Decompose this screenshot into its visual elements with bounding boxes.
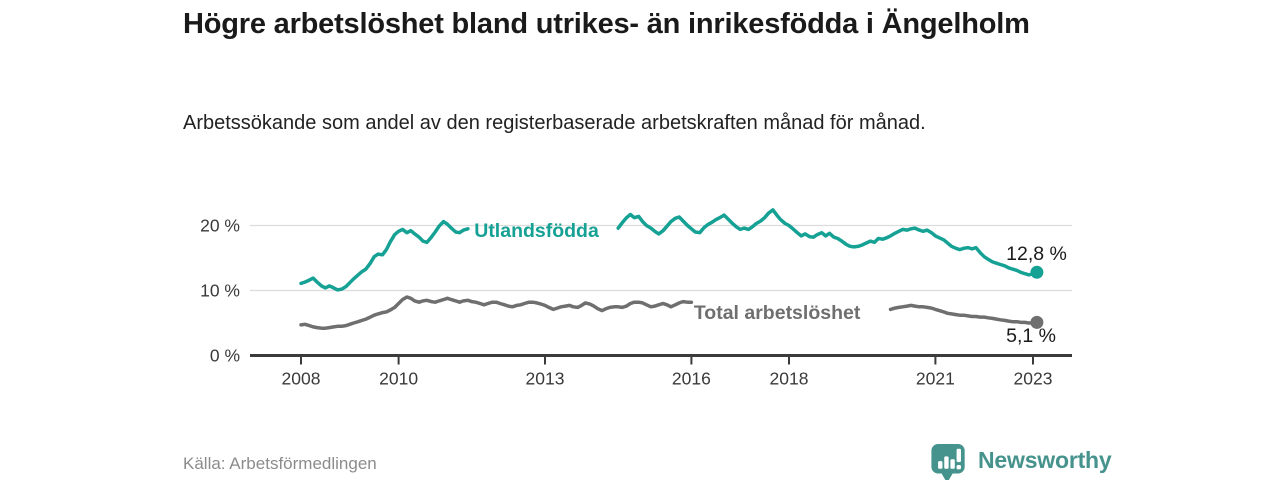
- series-line-total-arbetsl-shet-1: [888, 303, 1039, 325]
- x-tick-label: 2018: [770, 369, 809, 389]
- x-tick-label: 2023: [1014, 369, 1053, 389]
- x-tick-label: 2016: [672, 369, 711, 389]
- y-tick-label: 10 %: [200, 281, 240, 301]
- series-inline-label-utlandsf-dda: Utlandsfödda: [474, 220, 599, 242]
- series-end-value-utlandsf-dda: 12,8 %: [1006, 243, 1067, 265]
- series-line-total-arbetsl-shet-0: [299, 295, 694, 330]
- x-tick-label: 2008: [282, 369, 321, 389]
- x-tick-label: 2010: [379, 369, 418, 389]
- series-end-value-total-arbetsl-shet: 5,1 %: [1006, 325, 1056, 347]
- newsworthy-logo-icon: [931, 444, 965, 480]
- series-inline-label-total-arbetsl-shet: Total arbetslöshet: [694, 302, 861, 324]
- source-note: Källa: Arbetsförmedlingen: [183, 454, 377, 473]
- y-tick-label: 20 %: [200, 216, 240, 236]
- brand-wordmark: Newsworthy: [978, 447, 1112, 473]
- series-line-utlandsf-dda-1: [616, 208, 1039, 277]
- y-tick-label: 0 %: [210, 346, 240, 366]
- series-line-utlandsf-dda-0: [299, 219, 470, 292]
- series-end-dot-total-arbetsl-shet: [1030, 315, 1044, 329]
- x-tick-label: 2021: [916, 369, 955, 389]
- page-title: Högre arbetslöshet bland utrikes- än inr…: [183, 8, 1030, 40]
- x-tick-label: 2013: [526, 369, 565, 389]
- page-subtitle: Arbetssökande som andel av den registerb…: [183, 112, 926, 134]
- series-end-dot-utlandsf-dda: [1030, 265, 1044, 279]
- brand-logo: Newsworthy: [930, 443, 1112, 480]
